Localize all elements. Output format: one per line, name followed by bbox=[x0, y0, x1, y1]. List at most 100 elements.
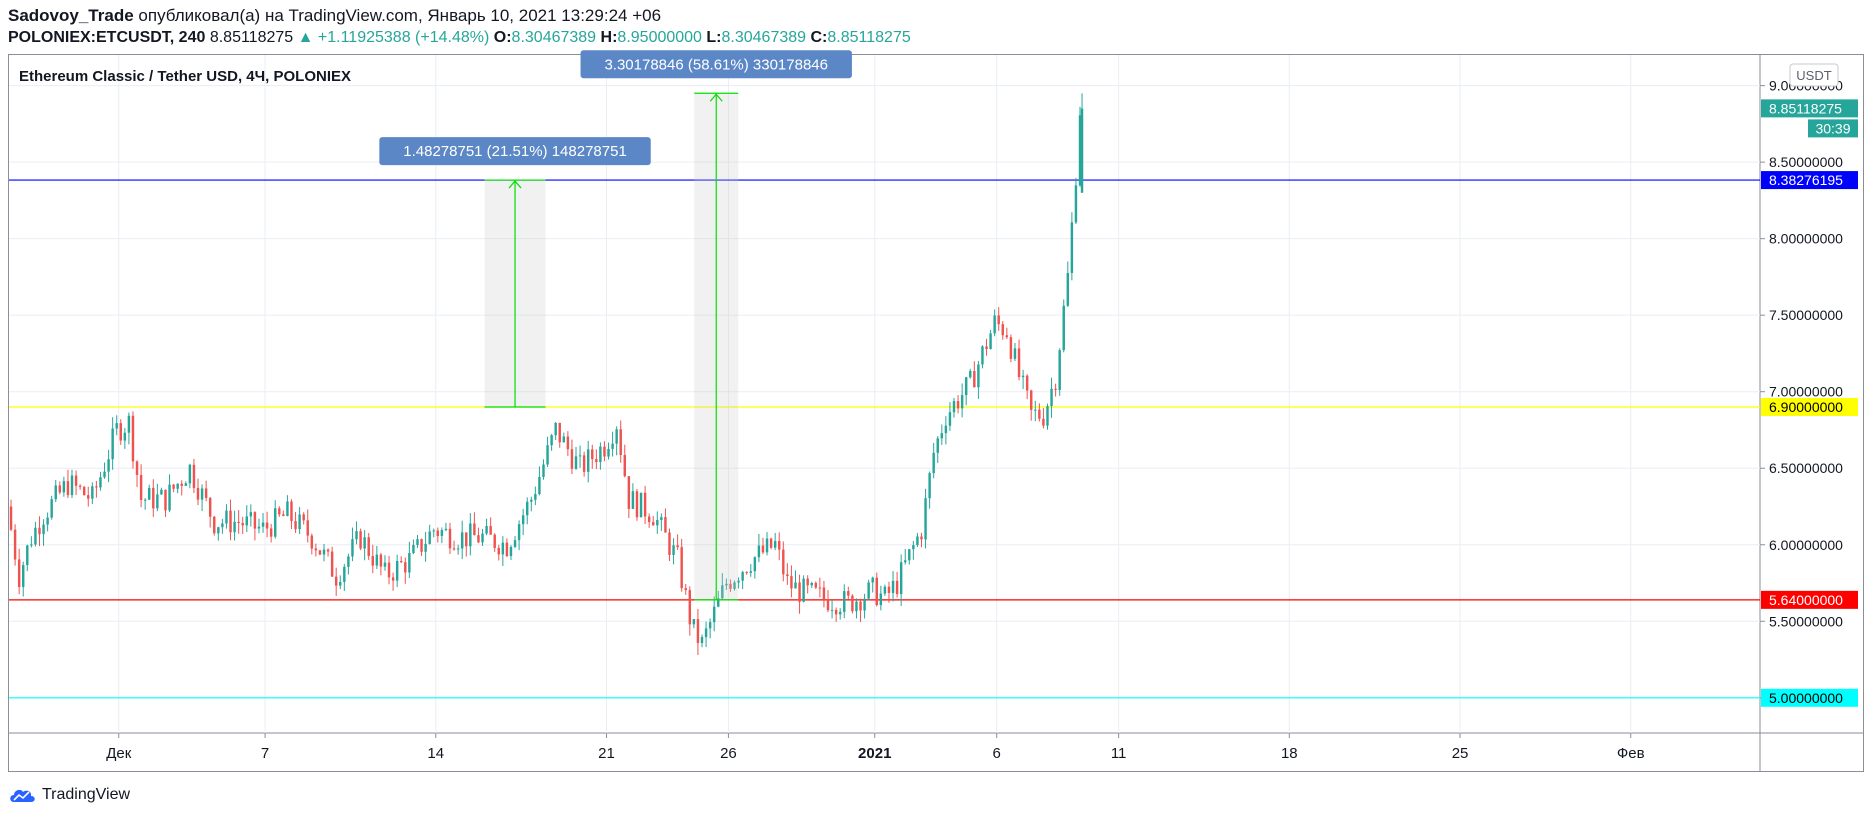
candle-body bbox=[367, 537, 370, 557]
candle-body bbox=[1066, 272, 1070, 306]
candle-body bbox=[595, 459, 598, 463]
candle-body bbox=[647, 516, 651, 523]
candle-body bbox=[676, 545, 679, 548]
candle-body bbox=[306, 520, 309, 536]
last-price-label: 8.85118275 bbox=[1769, 100, 1842, 116]
candle-body bbox=[790, 576, 793, 589]
candle-body bbox=[912, 545, 915, 550]
candle-body bbox=[432, 530, 435, 532]
candle-body bbox=[302, 514, 305, 521]
candle-body bbox=[859, 601, 862, 611]
time-tick-label: Фев bbox=[1617, 745, 1645, 762]
candle-body bbox=[355, 531, 358, 540]
candle-body bbox=[347, 556, 350, 567]
candle-body bbox=[229, 510, 232, 533]
candle-body bbox=[278, 508, 281, 515]
candle-body bbox=[822, 587, 826, 600]
candle-body bbox=[786, 574, 789, 577]
candle-body bbox=[871, 577, 874, 583]
candle-body bbox=[586, 449, 590, 472]
candle-body bbox=[611, 443, 614, 449]
time-tick-label: 18 bbox=[1281, 745, 1298, 762]
currency-label[interactable]: USDT bbox=[1796, 68, 1831, 83]
candle-body bbox=[1080, 108, 1084, 193]
level-label: 6.90000000 bbox=[1769, 399, 1843, 415]
candle-body bbox=[241, 522, 244, 526]
candle-body bbox=[928, 473, 931, 499]
candle-body bbox=[465, 532, 468, 547]
candle-body bbox=[497, 547, 500, 555]
candle-body bbox=[196, 487, 200, 500]
candle-body bbox=[635, 491, 639, 518]
candle-body bbox=[696, 619, 700, 643]
candle-body bbox=[891, 580, 895, 593]
candle-body bbox=[562, 436, 566, 443]
candle-body bbox=[664, 517, 667, 533]
candle-body bbox=[176, 483, 179, 489]
candle-body bbox=[794, 582, 797, 589]
candle-body bbox=[245, 516, 248, 526]
currency-button[interactable]: USDT bbox=[1789, 63, 1839, 87]
candle-body bbox=[964, 377, 968, 396]
tradingview-logo[interactable]: TradingView bbox=[8, 786, 130, 804]
candle-body bbox=[830, 609, 834, 611]
candle-body bbox=[973, 370, 976, 388]
level-label: 5.64000000 bbox=[1769, 592, 1843, 608]
candle-body bbox=[148, 487, 151, 500]
candle-body bbox=[452, 548, 456, 550]
last-price-box bbox=[1761, 99, 1858, 118]
candle-body bbox=[591, 449, 594, 460]
candle-body bbox=[652, 522, 655, 526]
candle-body bbox=[899, 562, 903, 595]
candle-body bbox=[371, 556, 374, 566]
candle-body bbox=[103, 471, 106, 478]
measure-label-box bbox=[580, 50, 852, 79]
candle-body bbox=[217, 527, 220, 534]
candle-body bbox=[627, 476, 631, 509]
candle-body bbox=[1042, 418, 1045, 426]
candle-body bbox=[619, 429, 622, 455]
candle-body bbox=[1078, 115, 1082, 186]
candle-body bbox=[509, 546, 513, 557]
candle-body bbox=[152, 487, 155, 509]
candle-body bbox=[538, 476, 541, 495]
candle-body bbox=[253, 512, 257, 529]
candle-body bbox=[54, 485, 57, 500]
candle-body bbox=[420, 539, 423, 552]
candle-body bbox=[843, 591, 846, 612]
author-name[interactable]: Sadovoy_Trade bbox=[8, 6, 134, 25]
chart-grid bbox=[9, 55, 1863, 771]
candle-body bbox=[400, 561, 403, 563]
candle-body bbox=[773, 540, 777, 548]
candle-body bbox=[623, 454, 626, 477]
candle-body bbox=[798, 582, 801, 602]
candle-body bbox=[737, 580, 740, 583]
candle-body bbox=[477, 535, 480, 543]
price-tick-label: 6.00000000 bbox=[1769, 537, 1843, 553]
candle-body bbox=[887, 586, 891, 593]
time-tick-label: 7 bbox=[261, 745, 269, 762]
candle-body bbox=[851, 595, 854, 612]
candle-body bbox=[688, 590, 692, 625]
candle-body bbox=[440, 530, 444, 536]
candle-body bbox=[383, 562, 387, 567]
candle-body bbox=[1005, 335, 1009, 338]
candle-body bbox=[298, 514, 301, 530]
candle-body bbox=[107, 459, 110, 472]
candle-body bbox=[269, 528, 273, 537]
candle-body bbox=[505, 542, 509, 557]
candle-body bbox=[314, 548, 318, 551]
candle-body bbox=[74, 475, 78, 486]
candle-body bbox=[294, 521, 297, 530]
candle-body bbox=[168, 484, 171, 511]
brand-label: TradingView bbox=[42, 786, 131, 803]
candle-body bbox=[1030, 390, 1033, 410]
candle-body bbox=[448, 528, 452, 549]
candle-body bbox=[680, 547, 683, 589]
candle-body bbox=[184, 483, 188, 486]
candle-body bbox=[936, 438, 939, 453]
candle-body bbox=[769, 538, 773, 548]
candle-body bbox=[395, 561, 399, 581]
candle-body bbox=[806, 578, 809, 586]
